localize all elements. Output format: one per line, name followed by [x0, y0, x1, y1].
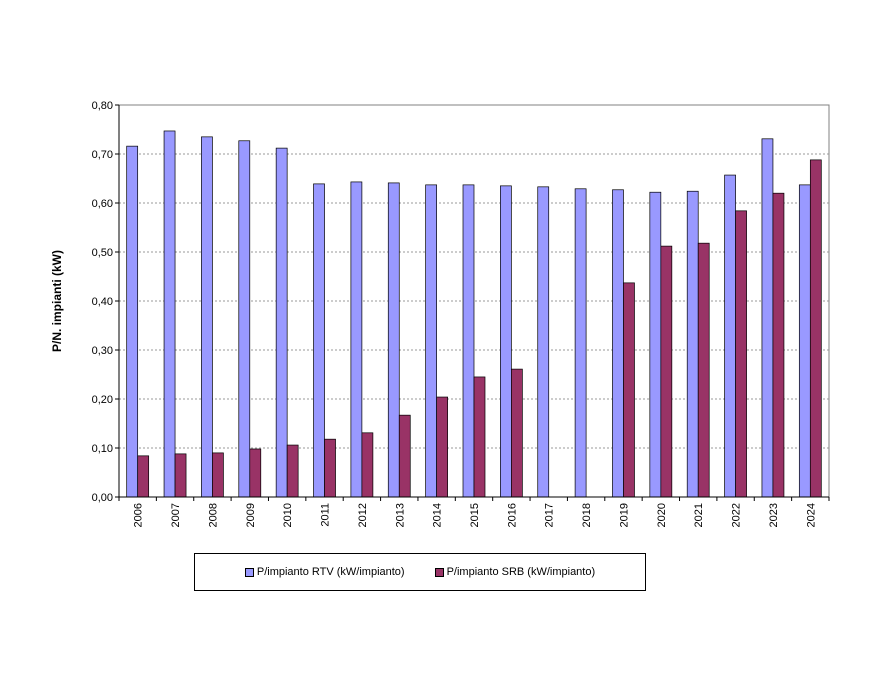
y-tick-label: 0,60	[92, 198, 113, 210]
bar-rtv-2016	[500, 185, 512, 498]
y-tick-label: 0,00	[92, 492, 113, 504]
x-tick-label: 2012	[357, 503, 369, 527]
x-tick-label: 2023	[768, 503, 780, 527]
legend-item-rtv: P/impianto RTV (kW/impianto)	[244, 566, 405, 578]
x-tick-label: 2019	[618, 503, 630, 527]
bar-rtv-2011	[313, 183, 325, 498]
bar-rtv-2010	[275, 147, 288, 498]
x-tick-label: 2008	[207, 503, 219, 527]
bar-rtv-2022	[724, 174, 736, 498]
x-tick-label: 2017	[544, 503, 556, 527]
bar-srb-2007	[174, 453, 187, 498]
legend: P/impianto RTV (kW/impianto) P/impianto …	[194, 553, 646, 591]
bar-rtv-2021	[686, 190, 699, 498]
legend-swatch-rtv	[244, 567, 254, 577]
legend-item-srb: P/impianto SRB (kW/impianto)	[434, 566, 596, 578]
x-tick-label: 2020	[656, 503, 668, 527]
y-tick-label: 0,70	[92, 149, 113, 161]
bar-srb-2012	[361, 432, 374, 498]
bar-srb-2023	[772, 192, 785, 498]
x-tick-label: 2011	[320, 503, 332, 527]
x-tick-label: 2021	[693, 503, 705, 527]
x-tick-label: 2013	[394, 503, 406, 527]
bar-srb-2015	[473, 376, 486, 498]
bar-srb-2009	[249, 448, 262, 498]
y-tick-label: 0,50	[92, 247, 113, 259]
x-tick-label: 2006	[133, 503, 145, 527]
bar-srb-2019	[623, 282, 635, 498]
bar-rtv-2017	[537, 186, 550, 498]
x-tick-label: 2018	[581, 503, 593, 527]
bar-rtv-2019	[612, 189, 624, 498]
bar-rtv-2013	[387, 182, 400, 498]
x-tick-label: 2014	[432, 503, 444, 527]
x-tick-label: 2024	[805, 503, 817, 527]
bar-srb-2008	[212, 452, 224, 498]
bar-rtv-2007	[163, 130, 176, 498]
bar-srb-2016	[511, 368, 523, 498]
bar-rtv-2006	[126, 145, 139, 498]
x-tick-label: 2015	[469, 503, 481, 527]
x-tick-label: 2009	[245, 503, 257, 527]
y-axis-label: P/N. impianti (kW)	[50, 250, 64, 352]
y-tick-label: 0,80	[92, 100, 113, 112]
legend-label-srb: P/impianto SRB (kW/impianto)	[446, 566, 596, 578]
bar-rtv-2015	[462, 184, 475, 498]
y-tick-label: 0,40	[92, 296, 113, 308]
y-tick-label: 0,20	[92, 394, 113, 406]
y-tick-label: 0,30	[92, 345, 113, 357]
bar-rtv-2008	[201, 136, 213, 498]
bar-srb-2024	[809, 159, 822, 498]
legend-label-rtv: P/impianto RTV (kW/impianto)	[256, 566, 405, 578]
x-tick-label: 2022	[731, 503, 743, 527]
bar-rtv-2009	[238, 140, 251, 498]
bar-srb-2013	[398, 414, 411, 498]
bar-srb-2010	[286, 444, 299, 498]
bar-srb-2006	[137, 455, 150, 498]
bar-rtv-2023	[761, 138, 774, 498]
legend-swatch-srb	[434, 567, 444, 577]
x-tick-label: 2007	[170, 503, 182, 527]
bar-srb-2022	[735, 210, 747, 498]
bar-rtv-2024	[798, 184, 811, 498]
bar-srb-2014	[436, 396, 448, 498]
x-tick-label: 2016	[506, 503, 518, 527]
x-tick-label: 2010	[282, 503, 294, 527]
bar-rtv-2018	[574, 188, 587, 498]
bar-srb-2021	[697, 242, 710, 498]
bar-rtv-2014	[425, 184, 437, 498]
bar-rtv-2012	[350, 181, 363, 498]
bar-srb-2020	[660, 245, 673, 498]
bar-srb-2011	[324, 438, 336, 498]
y-tick-label: 0,10	[92, 443, 113, 455]
bar-rtv-2020	[649, 191, 662, 498]
